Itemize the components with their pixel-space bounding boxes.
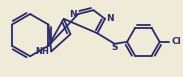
Text: S: S bbox=[111, 43, 118, 52]
Text: N: N bbox=[70, 10, 77, 19]
Text: N: N bbox=[106, 14, 114, 23]
Text: NH: NH bbox=[36, 47, 49, 56]
Text: Cl: Cl bbox=[171, 37, 181, 46]
